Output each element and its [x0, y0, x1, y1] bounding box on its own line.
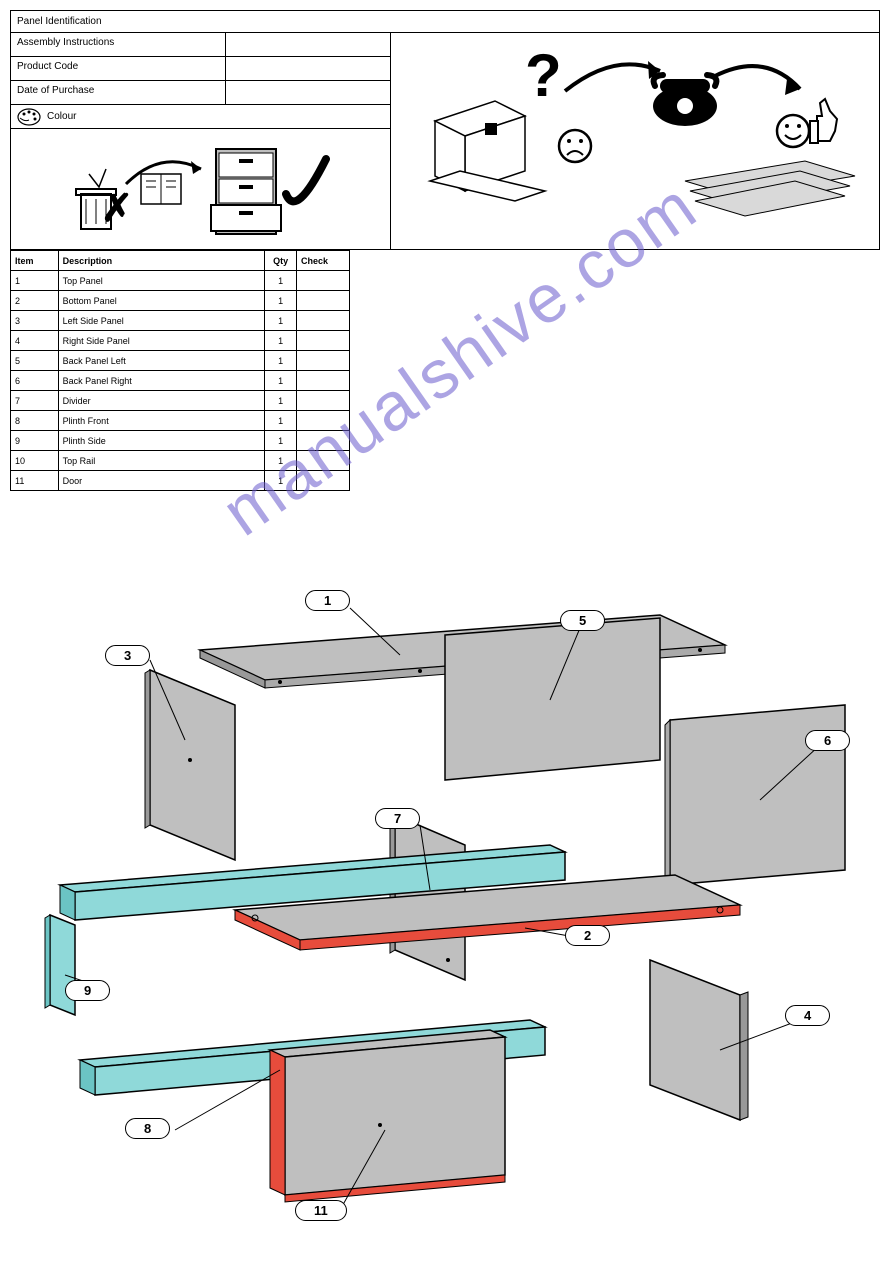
help-graphic-icon: ?	[405, 41, 865, 241]
table-row: 7Divider1	[11, 391, 350, 411]
info-label-2: Date of Purchase	[11, 81, 226, 104]
info-and-help-row: Assembly Instructions Product Code Date …	[11, 33, 879, 249]
table-row: 11Door1	[11, 471, 350, 491]
diagram-label-9: 9	[65, 980, 110, 1001]
svg-text:✗: ✗	[101, 188, 133, 230]
col-desc-header: Description	[58, 251, 265, 271]
help-graphic-col: ?	[391, 33, 879, 249]
info-label-0: Assembly Instructions	[11, 33, 226, 56]
col-item-header: Item	[11, 251, 59, 271]
palette-row: Colour	[11, 105, 390, 129]
table-header-row: Item Description Qty Check	[11, 251, 350, 271]
diagram-label-1: 1	[305, 590, 350, 611]
col-chk-header: Check	[297, 251, 350, 271]
parts-table: Item Description Qty Check 1Top Panel1 2…	[10, 250, 350, 491]
palette-icon	[17, 108, 41, 126]
info-row-2: Date of Purchase	[11, 81, 390, 105]
info-row-1: Product Code	[11, 57, 390, 81]
table-row: 8Plinth Front1	[11, 411, 350, 431]
table-row: 5Back Panel Left1	[11, 351, 350, 371]
diagram-label-8: 8	[125, 1118, 170, 1139]
diagram-label-7: 7	[375, 808, 420, 829]
header-title: Panel Identification	[17, 16, 102, 27]
parts-tbody: 1Top Panel1 2Bottom Panel1 3Left Side Pa…	[11, 271, 350, 491]
top-info-container: Panel Identification Assembly Instructio…	[10, 10, 880, 250]
exploded-diagram: 1 3 5 6 7 2 4 9 8 11 10	[20, 560, 870, 1240]
table-row: 9Plinth Side1	[11, 431, 350, 451]
diagram-label-2: 2	[565, 925, 610, 946]
info-value-2	[226, 81, 390, 104]
palette-label: Colour	[47, 111, 76, 122]
header-row: Panel Identification	[11, 11, 879, 33]
table-row: 3Left Side Panel1	[11, 311, 350, 331]
info-label-1: Product Code	[11, 57, 226, 80]
diagram-label-3: 3	[105, 645, 150, 666]
info-row-0: Assembly Instructions	[11, 33, 390, 57]
table-row: 10Top Rail1	[11, 451, 350, 471]
info-value-1	[226, 57, 390, 80]
info-value-0	[226, 33, 390, 56]
info-left-col: Assembly Instructions Product Code Date …	[11, 33, 391, 249]
col-qty-header: Qty	[265, 251, 297, 271]
table-row: 4Right Side Panel1	[11, 331, 350, 351]
table-row: 1Top Panel1	[11, 271, 350, 291]
table-row: 6Back Panel Right1	[11, 371, 350, 391]
diagram-label-11: 11	[295, 1200, 347, 1221]
keep-instructions-icon: ✗	[71, 139, 331, 239]
keep-instructions-box: ✗	[11, 129, 390, 249]
diagram-label-6: 6	[805, 730, 850, 751]
diagram-label-4: 4	[785, 1005, 830, 1026]
table-row: 2Bottom Panel1	[11, 291, 350, 311]
diagram-label-5: 5	[560, 610, 605, 631]
svg-text:?: ?	[525, 42, 562, 109]
